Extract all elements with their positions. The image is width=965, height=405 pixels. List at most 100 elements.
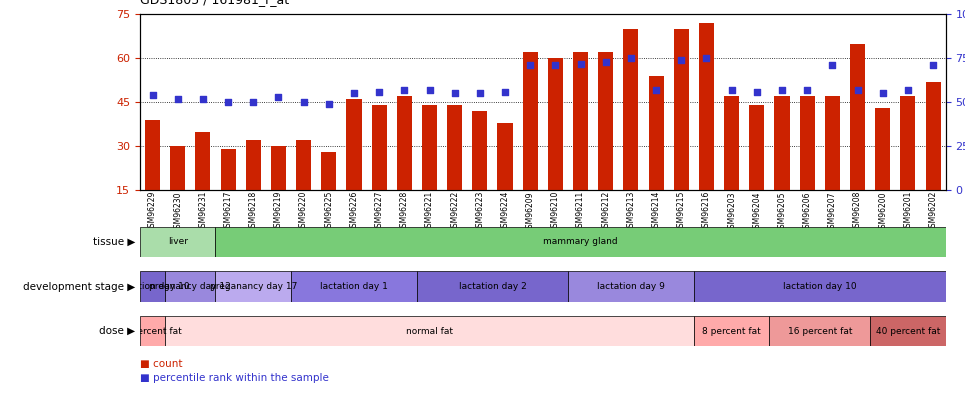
Text: liver: liver xyxy=(168,237,188,247)
Point xyxy=(372,88,387,95)
Text: lactation day 10: lactation day 10 xyxy=(116,282,189,291)
Bar xyxy=(321,152,337,234)
Bar xyxy=(246,141,261,234)
Text: normal fat: normal fat xyxy=(406,326,453,336)
Bar xyxy=(775,96,789,234)
Point xyxy=(900,87,916,93)
Point xyxy=(699,55,714,62)
Bar xyxy=(523,52,538,234)
Text: GSM96206: GSM96206 xyxy=(803,191,812,232)
Point xyxy=(321,101,337,107)
Text: GSM96219: GSM96219 xyxy=(274,191,283,232)
Bar xyxy=(694,316,769,346)
Text: GSM96229: GSM96229 xyxy=(148,191,157,232)
Bar xyxy=(724,96,739,234)
Bar xyxy=(271,146,286,234)
Bar xyxy=(749,105,764,234)
Bar xyxy=(850,43,865,234)
Point xyxy=(724,87,739,93)
Bar xyxy=(447,105,462,234)
Bar xyxy=(900,96,916,234)
Text: GSM96203: GSM96203 xyxy=(728,191,736,232)
Bar xyxy=(422,105,437,234)
Point xyxy=(925,62,941,68)
Text: tissue ▶: tissue ▶ xyxy=(93,237,135,247)
Point xyxy=(548,62,564,68)
Text: GSM96228: GSM96228 xyxy=(400,191,409,232)
Bar xyxy=(215,271,291,302)
Bar xyxy=(648,76,664,234)
Text: GSM96212: GSM96212 xyxy=(601,191,610,232)
Bar xyxy=(140,227,215,257)
Text: lactation day 10: lactation day 10 xyxy=(783,282,857,291)
Text: lactation day 2: lactation day 2 xyxy=(458,282,526,291)
Text: GSM96205: GSM96205 xyxy=(778,191,786,232)
Text: GSM96216: GSM96216 xyxy=(702,191,711,232)
Text: ■ count: ■ count xyxy=(140,358,182,369)
Point xyxy=(799,87,814,93)
Bar xyxy=(417,271,568,302)
Bar xyxy=(548,58,563,234)
Text: GSM96222: GSM96222 xyxy=(451,191,459,232)
Bar xyxy=(472,111,487,234)
Point xyxy=(648,87,664,93)
Text: GSM96221: GSM96221 xyxy=(425,191,434,232)
Text: GSM96210: GSM96210 xyxy=(551,191,560,232)
Point xyxy=(245,99,261,105)
Text: preganancy day 17: preganancy day 17 xyxy=(209,282,297,291)
Text: 40 percent fat: 40 percent fat xyxy=(876,326,940,336)
Text: GSM96223: GSM96223 xyxy=(476,191,484,232)
Text: GSM96226: GSM96226 xyxy=(349,191,358,232)
Text: GSM96227: GSM96227 xyxy=(374,191,384,232)
Point xyxy=(447,90,462,97)
Bar xyxy=(498,123,512,234)
Point xyxy=(598,58,614,65)
Text: GSM96200: GSM96200 xyxy=(878,191,887,232)
Text: GSM96224: GSM96224 xyxy=(501,191,510,232)
Point xyxy=(422,87,437,93)
Point xyxy=(170,96,185,102)
Point xyxy=(573,60,589,67)
Point xyxy=(850,87,866,93)
Point xyxy=(346,90,362,97)
Bar xyxy=(870,316,946,346)
Text: GSM96215: GSM96215 xyxy=(676,191,686,232)
Text: ■ percentile rank within the sample: ■ percentile rank within the sample xyxy=(140,373,329,383)
Text: GSM96214: GSM96214 xyxy=(651,191,661,232)
Text: development stage ▶: development stage ▶ xyxy=(23,281,135,292)
Bar xyxy=(170,146,185,234)
Bar xyxy=(140,316,165,346)
Point xyxy=(271,94,287,100)
Point xyxy=(397,87,412,93)
Text: 16 percent fat: 16 percent fat xyxy=(787,326,852,336)
Text: GSM96201: GSM96201 xyxy=(903,191,913,232)
Bar xyxy=(598,52,614,234)
Text: GSM96209: GSM96209 xyxy=(526,191,535,232)
Text: GDS1805 / 161981_r_at: GDS1805 / 161981_r_at xyxy=(140,0,290,6)
Bar xyxy=(769,316,870,346)
Text: GSM96207: GSM96207 xyxy=(828,191,837,232)
Point xyxy=(220,99,235,105)
Text: lactation day 1: lactation day 1 xyxy=(320,282,388,291)
Text: mammary gland: mammary gland xyxy=(543,237,618,247)
Bar xyxy=(220,149,235,234)
Text: GSM96231: GSM96231 xyxy=(199,191,207,232)
Text: GSM96208: GSM96208 xyxy=(853,191,862,232)
Point xyxy=(145,92,160,98)
Bar xyxy=(568,271,694,302)
Point xyxy=(623,55,639,62)
Point xyxy=(774,87,789,93)
Point xyxy=(195,96,210,102)
Bar xyxy=(825,96,840,234)
Text: GSM96211: GSM96211 xyxy=(576,191,585,232)
Text: 8 percent fat: 8 percent fat xyxy=(124,326,181,336)
Bar xyxy=(694,271,946,302)
Text: lactation day 9: lactation day 9 xyxy=(597,282,665,291)
Bar xyxy=(925,82,941,234)
Bar xyxy=(623,29,639,234)
Bar xyxy=(145,120,160,234)
Text: pregnancy day 12: pregnancy day 12 xyxy=(150,282,232,291)
Point xyxy=(674,57,689,63)
Text: dose ▶: dose ▶ xyxy=(99,326,135,336)
Bar xyxy=(372,105,387,234)
